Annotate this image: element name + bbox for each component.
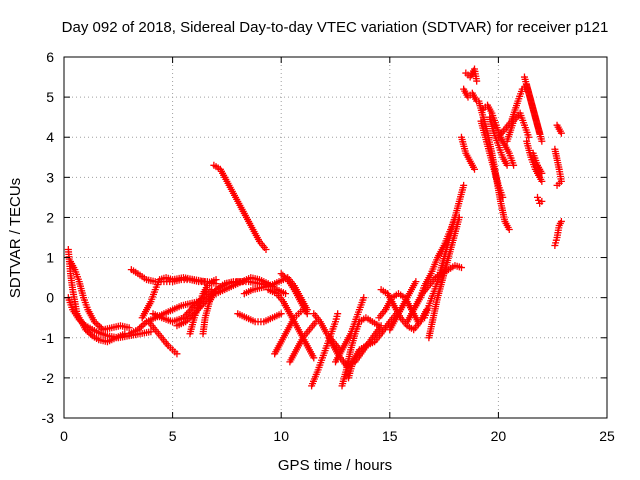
data-point-marker [262, 246, 270, 254]
data-point-marker [299, 306, 307, 314]
y-tick-label: 1 [46, 250, 54, 266]
data-point-marker [557, 129, 565, 137]
x-tick-label: 20 [491, 428, 507, 444]
data-point-marker [455, 213, 463, 221]
y-tick-label: 3 [46, 169, 54, 185]
x-axis-label: GPS time / hours [278, 457, 392, 474]
data-point-marker [303, 310, 311, 318]
y-tick-label: -3 [42, 410, 55, 426]
data-point-marker [173, 350, 181, 358]
y-tick-label: 6 [46, 49, 54, 65]
data-point-marker [557, 217, 565, 225]
data-point-marker [75, 316, 83, 324]
y-tick-label: 0 [46, 290, 54, 306]
data-point-marker [310, 354, 318, 362]
y-tick-label: 5 [46, 89, 54, 105]
data-point-marker [282, 274, 290, 282]
data-point-marker [77, 317, 85, 325]
data-point-marker [412, 278, 420, 286]
data-point-marker [279, 271, 287, 279]
data-point-marker [280, 273, 288, 281]
data-points [64, 65, 565, 390]
data-point-marker [137, 323, 145, 331]
data-point-marker [553, 181, 561, 189]
y-tick-label: -1 [42, 330, 55, 346]
y-tick-label: 4 [46, 129, 54, 145]
y-axis-label: SDTVAR / TECUs [7, 178, 24, 298]
data-point-marker [535, 196, 543, 204]
data-point-marker [80, 320, 88, 328]
data-point-marker [533, 193, 541, 201]
data-point-marker [538, 177, 546, 185]
x-tick-label: 5 [169, 428, 177, 444]
data-point-marker [125, 324, 133, 332]
axis-ticks: 0 5 10 15 20 25 -3 -2 -1 0 1 2 3 4 5 6 [42, 49, 615, 444]
data-point-marker [510, 161, 518, 169]
data-point-marker [503, 161, 511, 169]
data-point-marker [538, 197, 546, 205]
data-point-marker [375, 322, 383, 330]
data-point-marker [471, 165, 479, 173]
x-tick-label: 25 [599, 428, 615, 444]
data-point-marker [85, 329, 93, 337]
data-point-marker [78, 319, 86, 327]
grid-lines [64, 57, 607, 418]
data-point-marker [538, 169, 546, 177]
data-point-marker [277, 310, 285, 318]
y-tick-label: -2 [42, 370, 55, 386]
x-tick-label: 0 [60, 428, 68, 444]
data-point-marker [282, 290, 290, 298]
data-point-marker [139, 321, 147, 329]
data-point-marker [334, 310, 342, 318]
data-point-marker [212, 276, 220, 284]
data-point-marker [473, 77, 481, 85]
data-point-marker [538, 137, 546, 145]
y-tick-label: 2 [46, 209, 54, 225]
data-point-marker [201, 278, 209, 286]
x-tick-label: 10 [273, 428, 289, 444]
x-tick-label: 15 [382, 428, 398, 444]
data-point-marker [277, 270, 285, 278]
chart-title: Day 092 of 2018, Sidereal Day-to-day VTE… [62, 19, 609, 36]
data-point-marker [147, 328, 155, 336]
data-point-marker [457, 264, 465, 272]
data-point-marker [360, 294, 368, 302]
data-point-marker [525, 133, 533, 141]
data-point-marker [499, 193, 507, 201]
data-point-marker [94, 321, 102, 329]
data-point-marker [460, 181, 468, 189]
data-point-marker [505, 225, 513, 233]
plot-frame [63, 56, 608, 419]
data-point-marker [87, 330, 95, 338]
